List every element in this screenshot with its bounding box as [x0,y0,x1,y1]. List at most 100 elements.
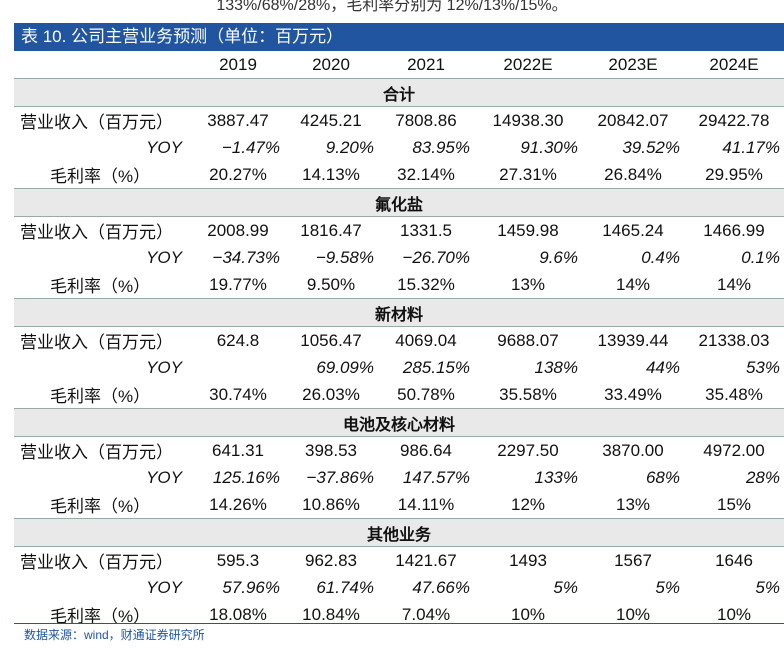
table-cell: 9.6% [539,247,578,267]
table-title: 表 10. 公司主营业务预测（单位：百万元） [14,23,784,51]
table-cell: 147.57% [402,467,470,487]
table-cell: 1567 [614,550,652,570]
table-cell: 4069.04 [395,330,457,350]
table-row: 营业收入（百万元） 3887.47 4245.21 7808.86 14938.30 20… [14,107,784,135]
table-cell: −34.73% [212,247,280,267]
table-cell: 10% [716,604,752,624]
table-cell: 5% [755,577,780,597]
segment-name: 合计 [14,78,784,107]
table-cell: 39.52% [622,137,680,157]
table-cell: 47.66% [412,577,470,597]
table-row: 营业收入（百万元） 624.8 1056.47 4069.04 9688.07 13939… [14,327,784,355]
table-cell: 3870.00 [602,440,664,460]
table-cell: 1331.5 [400,220,452,240]
table-cell: 5% [553,577,578,597]
table-cell: 4245.21 [300,110,362,130]
segment-header-row: 其他业务 [14,518,784,547]
table-cell: 26.03% [302,384,360,404]
table-cell [192,354,284,381]
year-header: 2019 [192,51,284,79]
table-cell: 20842.07 [597,110,669,130]
year-header: 2020 [284,51,378,79]
table-cell: 15.32% [397,274,455,294]
table-cell: 641.31 [212,440,264,460]
table-row: 营业收入（百万元） 2008.99 1816.47 1331.5 1459.98 1465… [14,217,784,245]
table-cell: 9688.07 [497,330,559,350]
segment-header-row: 氟化盐 [14,188,784,217]
row-label: 毛利率（%） [50,607,151,626]
row-label: YOY [146,467,182,487]
segment-name: 其他业务 [14,518,784,547]
table-cell: 9.20% [325,137,374,157]
row-label: 营业收入（百万元） [20,443,173,462]
table-cell: 9.50% [306,274,356,294]
table-row: YOY −34.73% −9.58% −26.70% 9.6% 0.4% 0.1% [14,244,784,271]
table-cell: 21338.03 [698,330,770,350]
table-cell: 10% [615,604,651,624]
table-cell: −37.86% [306,467,374,487]
row-label: 毛利率（%） [50,167,151,186]
table-cell: 595.3 [216,550,260,570]
table-cell: 1056.47 [300,330,362,350]
table-cell: 83.95% [412,137,470,157]
header-row: 2019 2020 2021 2022E 2023E 2024E [14,51,784,79]
table-cell: 398.53 [305,440,357,460]
table-cell: −26.70% [402,247,470,267]
table-cell: 26.84% [604,164,662,184]
table-row: 毛利率（%） 20.27% 14.13% 32.14% 27.31% 26.84% 29.9… [14,161,784,189]
row-label: 营业收入（百万元） [20,223,173,242]
table-cell: 29422.78 [698,110,770,130]
table-cell: 28% [745,467,780,487]
table-row: YOY 125.16% −37.86% 147.57% 133% 68% 28% [14,464,784,491]
table-row: 毛利率（%） 19.77% 9.50% 15.32% 13% 14% 14% [14,271,784,299]
table-row: 营业收入（百万元） 595.3 962.83 1421.67 1493 1567 1646 [14,547,784,575]
table-cell: 138% [534,357,578,377]
table-cell: 1465.24 [602,220,664,240]
table-cell: 133% [534,467,578,487]
row-label: 毛利率（%） [50,277,151,296]
row-label: 营业收入（百万元） [20,333,173,352]
segment-header-row: 电池及核心材料 [14,408,784,437]
table-cell: 7.04% [401,604,451,624]
table-cell: 41.17% [722,137,780,157]
table-cell: 91.30% [520,137,578,157]
table-cell: 10.84% [302,604,360,624]
table-cell: 0.1% [741,247,780,267]
row-label: 毛利率（%） [50,387,151,406]
table-cell: 1493 [509,550,547,570]
table-cell: 125.16% [212,467,280,487]
table-cell: 35.48% [705,384,763,404]
table-row: YOY 57.96% 61.74% 47.66% 5% 5% 5% [14,574,784,601]
table-cell: 624.8 [216,330,260,350]
year-header: 2022E [474,51,582,79]
table-cell: 1646 [715,550,753,570]
row-label: 营业收入（百万元） [20,113,173,132]
segment-name: 新材料 [14,298,784,327]
table-cell: 14.13% [302,164,360,184]
table-row: 毛利率（%） 14.26% 10.86% 14.11% 12% 13% 15% [14,491,784,519]
table-cell: 5% [655,577,680,597]
table-cell: 61.74% [316,577,374,597]
table-cell: 14938.30 [492,110,564,130]
table-cell: 1421.67 [395,550,457,570]
table-cell: 12% [510,494,546,514]
year-header: 2023E [582,51,684,79]
table-cell: 0.4% [641,247,680,267]
segment-header-row: 合计 [14,78,784,107]
table-cell: 14.26% [209,494,267,514]
table-row: 营业收入（百万元） 641.31 398.53 986.64 2297.50 3870.0… [14,437,784,465]
table-cell: 14.11% [397,494,455,514]
row-label: YOY [146,577,182,597]
table-cell: 19.77% [209,274,267,294]
table-cell: 3887.47 [207,110,269,130]
table-cell: 7808.86 [395,110,457,130]
table-cell: 13% [615,494,651,514]
row-label: YOY [146,357,182,377]
forecast-table: 2019 2020 2021 2022E 2023E 2024E 合计 营业收入（… [14,51,784,628]
row-label: 营业收入（百万元） [20,553,173,572]
table-cell: 33.49% [604,384,662,404]
table-cell: 57.96% [222,577,280,597]
table-cell: 10% [510,604,546,624]
table-cell: 68% [645,467,680,487]
table-cell: 285.15% [402,357,470,377]
